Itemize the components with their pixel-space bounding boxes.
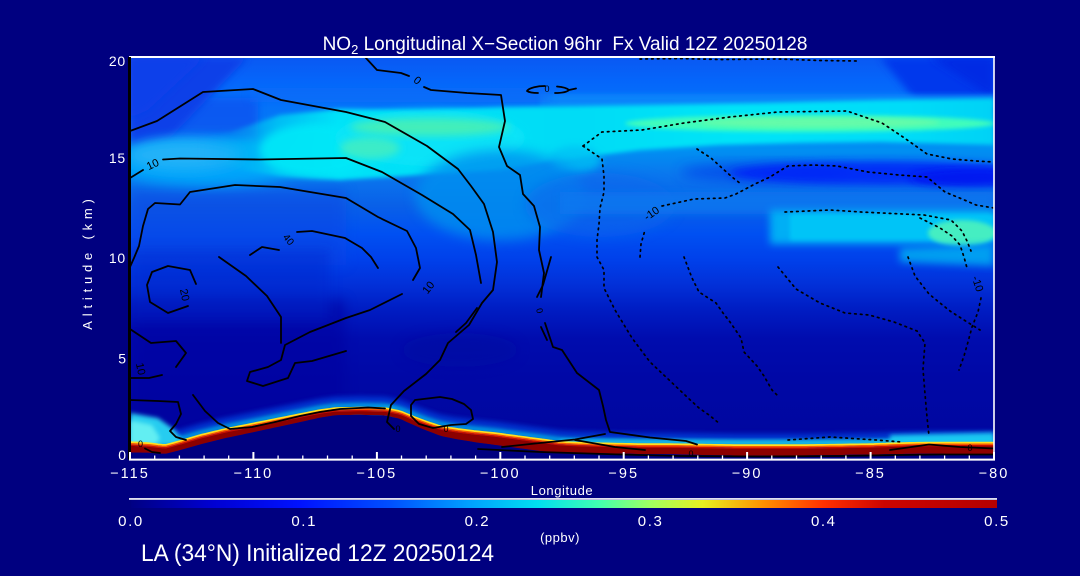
svg-text:−100: −100: [480, 466, 521, 482]
svg-text:−110: −110: [234, 466, 274, 482]
svg-text:5: 5: [118, 351, 126, 367]
svg-text:−85: −85: [855, 466, 886, 482]
svg-text:−80: −80: [979, 466, 1010, 482]
svg-text:0.0: 0.0: [118, 513, 144, 530]
svg-text:0.3: 0.3: [638, 513, 664, 530]
svg-text:15: 15: [109, 150, 126, 166]
svg-text:−115: −115: [110, 466, 150, 482]
svg-text:10: 10: [109, 250, 126, 266]
svg-text:-10: -10: [969, 275, 985, 294]
svg-text:(ppbv): (ppbv): [540, 530, 580, 545]
svg-text:0: 0: [118, 447, 126, 463]
svg-text:LA (34°N) Initialized 12Z 2025: LA (34°N) Initialized 12Z 20250124: [141, 540, 494, 567]
svg-text:0.1: 0.1: [291, 513, 317, 530]
svg-text:−105: −105: [357, 466, 398, 482]
svg-text:−90: −90: [732, 466, 763, 482]
svg-text:0.4: 0.4: [811, 513, 837, 530]
svg-text:0: 0: [138, 439, 143, 449]
svg-text:0: 0: [967, 443, 972, 453]
svg-text:0: 0: [544, 84, 549, 94]
svg-text:20: 20: [177, 288, 191, 302]
svg-text:0: 0: [534, 307, 545, 314]
svg-text:0: 0: [395, 424, 400, 434]
svg-text:−95: −95: [608, 466, 639, 482]
svg-text:10: 10: [420, 279, 437, 296]
svg-text:20: 20: [109, 53, 126, 69]
svg-text:Altitude (km): Altitude (km): [80, 194, 95, 329]
svg-text:10: 10: [145, 157, 161, 173]
svg-text:0.5: 0.5: [984, 513, 1010, 530]
svg-text:10: 10: [133, 362, 147, 376]
svg-text:NO2 Longitudinal X−Section 96h: NO2 Longitudinal X−Section 96hr Fx Valid…: [323, 34, 808, 57]
svg-text:Longitude: Longitude: [531, 483, 594, 498]
svg-text:0.2: 0.2: [465, 513, 491, 530]
svg-text:0: 0: [688, 449, 693, 459]
svg-text:0: 0: [443, 424, 448, 434]
